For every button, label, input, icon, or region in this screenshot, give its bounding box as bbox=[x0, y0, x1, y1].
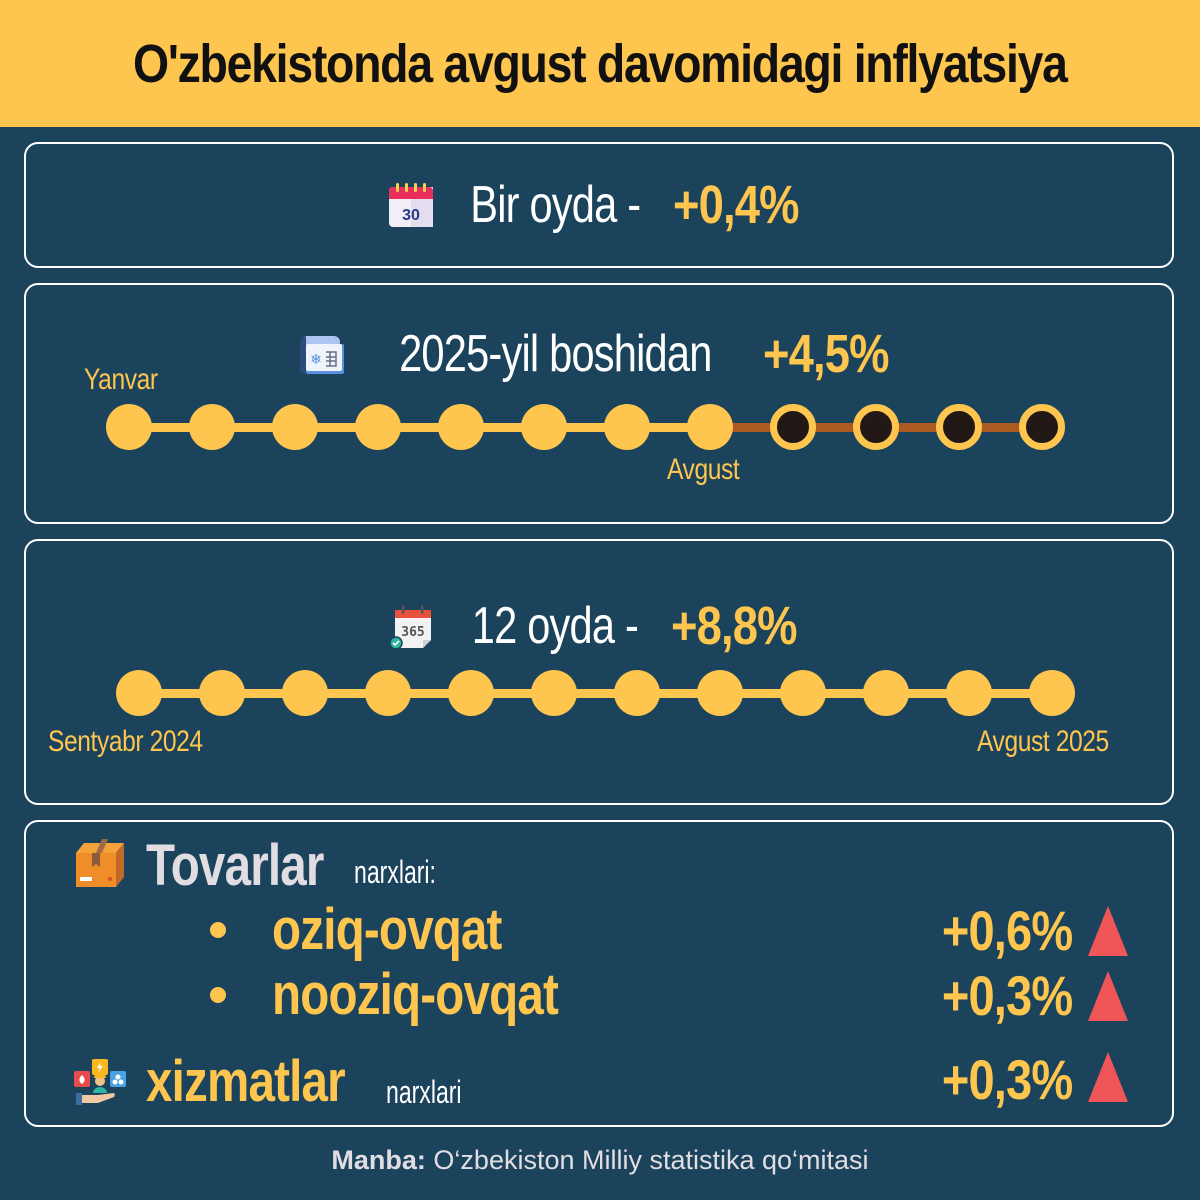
winter-calendar-icon: ❄ bbox=[298, 330, 346, 378]
annual-dot-6 bbox=[531, 670, 577, 716]
monthly-card: 30 Bir oyda - +0,4% bbox=[24, 142, 1174, 268]
month-dot-1 bbox=[106, 404, 152, 450]
svg-text:365: 365 bbox=[402, 625, 425, 640]
goods-item-label: oziq-ovqat bbox=[272, 897, 502, 962]
services-heading: xizmatlar narxlari bbox=[72, 1048, 491, 1115]
month-dot-7 bbox=[604, 404, 650, 450]
monthly-row: 30 Bir oyda - +0,4% bbox=[26, 174, 1172, 236]
svg-text:30: 30 bbox=[402, 207, 420, 224]
annual-card: 365 12 oyda - +8,8% Sentyabr 2024 Avgust… bbox=[24, 539, 1174, 805]
annual-row: 365 12 oyda - +8,8% bbox=[26, 595, 1172, 657]
annual-dot-12 bbox=[1029, 670, 1075, 716]
annual-dot-9 bbox=[780, 670, 826, 716]
annual-line bbox=[139, 689, 1055, 698]
bullet-icon bbox=[210, 986, 226, 1003]
annual-dot-5 bbox=[448, 670, 494, 716]
annual-dot-2 bbox=[199, 670, 245, 716]
annual-dot-11 bbox=[946, 670, 992, 716]
up-arrow-icon bbox=[1088, 971, 1128, 1021]
goods-item-value: +0,6% bbox=[941, 899, 1073, 962]
ytd-current-label: Avgust bbox=[667, 453, 740, 486]
services-hand-icon bbox=[72, 1057, 128, 1109]
monthly-label: Bir oyda - bbox=[470, 176, 641, 234]
svg-text:❄: ❄ bbox=[310, 352, 322, 368]
annual-dot-10 bbox=[863, 670, 909, 716]
goods-heading: Tovarlar narxlari: bbox=[72, 832, 468, 899]
month-dot-9-future bbox=[770, 404, 816, 450]
source-footer: Manba: O‘zbekiston Milliy statistika qo‘… bbox=[0, 1145, 1200, 1176]
annual-timeline bbox=[116, 670, 1078, 716]
header-banner: O'zbekistonda avgust davomidagi inflyats… bbox=[0, 0, 1200, 127]
annual-dot-1 bbox=[116, 670, 162, 716]
calendar-365-icon: 365 bbox=[389, 602, 437, 650]
month-dot-4 bbox=[355, 404, 401, 450]
month-dot-12-future bbox=[1019, 404, 1065, 450]
goods-item-value: +0,3% bbox=[941, 964, 1073, 1027]
goods-title: Tovarlar bbox=[146, 833, 324, 898]
month-dot-10-future bbox=[853, 404, 899, 450]
month-dot-2 bbox=[189, 404, 235, 450]
source-label: Manba: bbox=[331, 1145, 426, 1175]
page-title: O'zbekistonda avgust davomidagi inflyats… bbox=[133, 33, 1068, 94]
ytd-row: ❄ 2025-yil boshidan +4,5% bbox=[26, 323, 1172, 385]
services-title: xizmatlar bbox=[146, 1049, 346, 1114]
ytd-elapsed-line bbox=[129, 423, 713, 432]
up-arrow-icon bbox=[1088, 1052, 1128, 1102]
annual-label: 12 oyda - bbox=[472, 597, 639, 655]
categories-card bbox=[24, 820, 1174, 1127]
annual-dot-4 bbox=[365, 670, 411, 716]
month-dot-5 bbox=[438, 404, 484, 450]
month-dot-8 bbox=[687, 404, 733, 450]
ytd-value: +4,5% bbox=[762, 324, 889, 384]
box-icon bbox=[72, 837, 128, 889]
goods-item-food: oziq-ovqat bbox=[210, 896, 552, 963]
ytd-start-label: Yanvar bbox=[84, 363, 158, 396]
annual-dot-7 bbox=[614, 670, 660, 716]
ytd-label: 2025-yil boshidan bbox=[398, 325, 712, 383]
ytd-card: ❄ 2025-yil boshidan +4,5% Yanvar Avgust bbox=[24, 283, 1174, 524]
ytd-timeline bbox=[106, 404, 1066, 450]
up-arrow-icon bbox=[1088, 906, 1128, 956]
month-dot-3 bbox=[272, 404, 318, 450]
annual-start-label: Sentyabr 2024 bbox=[48, 725, 203, 758]
goods-note: narxlari: bbox=[354, 854, 436, 890]
services-note: narxlari bbox=[386, 1074, 462, 1110]
calendar-30-icon: 30 bbox=[387, 181, 435, 229]
annual-end-label: Avgust 2025 bbox=[977, 725, 1109, 758]
annual-value: +8,8% bbox=[671, 596, 798, 656]
month-dot-6 bbox=[521, 404, 567, 450]
services-value: +0,3% bbox=[941, 1048, 1073, 1111]
source-text: O‘zbekiston Milliy statistika qo‘mitasi bbox=[425, 1145, 869, 1175]
annual-dot-8 bbox=[697, 670, 743, 716]
month-dot-11-future bbox=[936, 404, 982, 450]
annual-dot-3 bbox=[282, 670, 328, 716]
monthly-value: +0,4% bbox=[673, 175, 800, 235]
goods-item-label: nooziq-ovqat bbox=[272, 962, 559, 1027]
goods-item-nonfood: nooziq-ovqat bbox=[210, 961, 621, 1028]
bullet-icon bbox=[210, 921, 226, 938]
